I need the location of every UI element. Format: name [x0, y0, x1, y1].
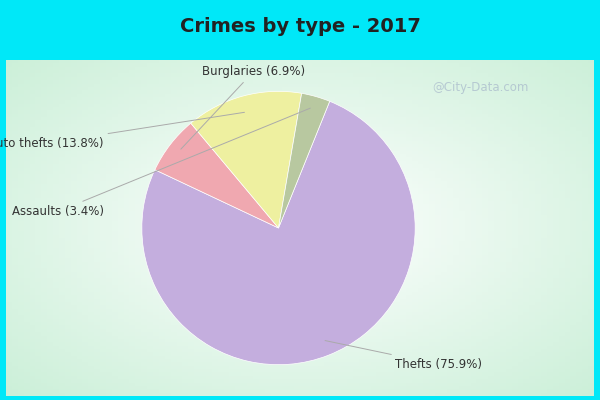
Text: @City-Data.com: @City-Data.com — [432, 82, 528, 94]
Text: Burglaries (6.9%): Burglaries (6.9%) — [181, 65, 305, 149]
Wedge shape — [191, 91, 302, 228]
Text: Assaults (3.4%): Assaults (3.4%) — [11, 108, 310, 218]
Text: Thefts (75.9%): Thefts (75.9%) — [325, 340, 482, 371]
Wedge shape — [142, 101, 415, 365]
Text: Crimes by type - 2017: Crimes by type - 2017 — [179, 16, 421, 36]
Text: Auto thefts (13.8%): Auto thefts (13.8%) — [0, 112, 244, 150]
Wedge shape — [278, 93, 329, 228]
Wedge shape — [155, 123, 278, 228]
